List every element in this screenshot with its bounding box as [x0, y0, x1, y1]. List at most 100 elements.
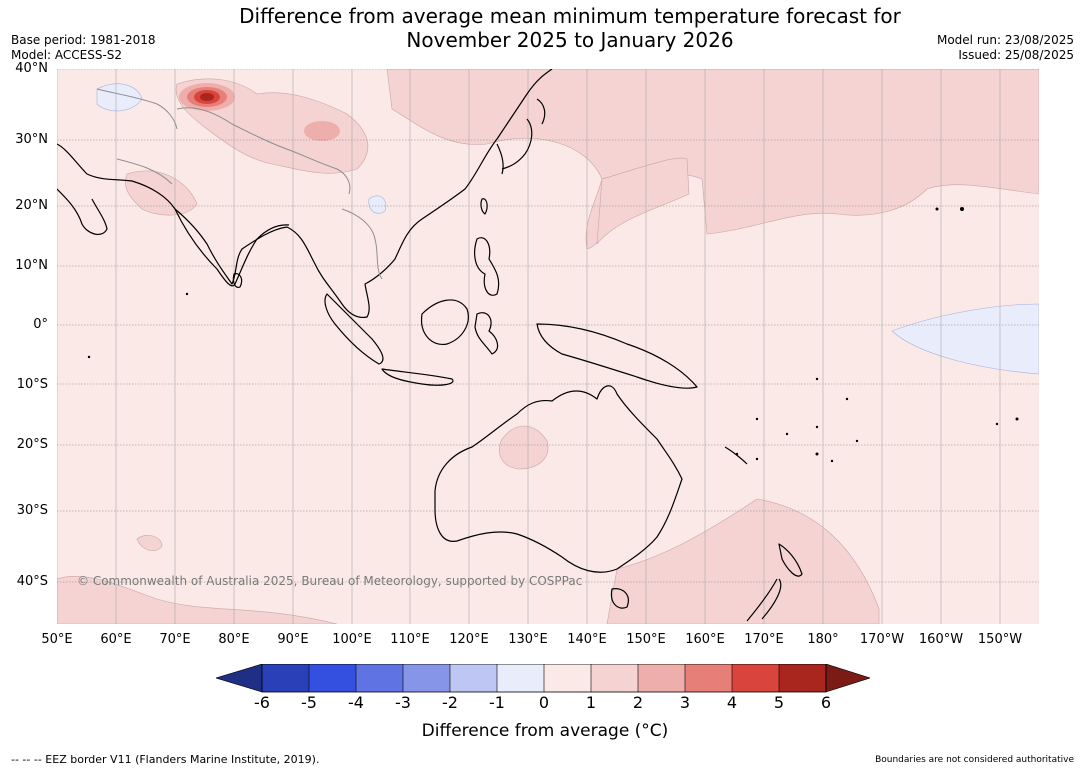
pacific-islands: [87, 207, 1019, 463]
lat-label-10n: 10°N: [15, 258, 48, 273]
meta-left: Base period: 1981-2018 Model: ACCESS-S2: [11, 33, 156, 63]
national-borders: [96, 88, 383, 280]
colorbar-bin-5-6: [779, 664, 826, 692]
coastlines: [57, 69, 803, 622]
coast-new-zealand-north: [778, 543, 803, 577]
map-svg: [57, 69, 1039, 624]
anomaly-region-central-pacific: [891, 303, 1039, 375]
colorbar-tick-6: 6: [820, 693, 832, 712]
lat-label-20s: 20°S: [16, 437, 48, 452]
colorbar-bin-0-1: [544, 664, 591, 692]
colorbar-tick-2: 2: [632, 693, 644, 712]
colorbar-extend-low: [214, 663, 263, 693]
lat-label-40n: 40°N: [15, 61, 48, 76]
anomaly-region-central-australia: [499, 425, 549, 470]
anomaly-neg1-0-regions: [96, 83, 1039, 375]
coast-arabian-peninsula: [57, 188, 108, 236]
coast-korea: [496, 143, 504, 175]
colorbar-tick-4: 4: [726, 693, 738, 712]
lat-label-40s: 40°S: [16, 574, 48, 589]
coast-sumatra: [324, 293, 384, 365]
coast-borneo: [420, 299, 469, 345]
lon-label-170e: 170°E: [744, 632, 784, 647]
meta-right: Model run: 23/08/2025 Issued: 25/08/2025: [937, 33, 1074, 63]
lat-label-30n: 30°N: [15, 132, 48, 147]
coast-new-guinea: [536, 323, 698, 389]
model-name: Model: ACCESS-S2: [11, 48, 123, 62]
lon-label-150e: 150°E: [626, 632, 666, 647]
border-india-china: [176, 107, 351, 195]
lat-label-10s: 10°S: [16, 377, 48, 392]
issued-date: Issued: 25/08/2025: [958, 48, 1074, 62]
anomaly-region-southwest: [57, 575, 338, 624]
anomaly-2-6-tibet: [179, 83, 340, 141]
anomaly-region-tasman: [606, 498, 880, 624]
coast-new-zealand-south: [746, 578, 782, 622]
lon-label-180: 180°: [807, 632, 839, 647]
anomaly-contour-qinghai: [304, 121, 340, 141]
lat-label-30s: 30°S: [16, 503, 48, 518]
lon-label-140e: 140°E: [567, 632, 607, 647]
coast-java: [381, 368, 454, 386]
colorbar-tick-0: 0: [538, 693, 550, 712]
lon-label-120e: 120°E: [449, 632, 489, 647]
border-pakistan: [116, 158, 173, 185]
colorbar-bin-neg1-0: [497, 664, 544, 692]
copyright-notice: © Commonwealth of Australia 2025, Bureau…: [77, 574, 583, 588]
colorbar-bin-2-3: [638, 664, 685, 692]
coast-sulawesi: [474, 312, 499, 355]
colorbar-tick-5: 5: [773, 693, 785, 712]
lon-label-150w: 150°W: [977, 632, 1023, 647]
colorbar-label: Difference from average (°C): [421, 721, 669, 741]
lon-label-130e: 130°E: [508, 632, 548, 647]
title-line-1: Difference from average mean minimum tem…: [239, 4, 901, 28]
map-title: Difference from average mean minimum tem…: [170, 4, 970, 52]
lon-label-80e: 80°E: [218, 632, 250, 647]
border-central-asia: [96, 88, 178, 130]
border-indochina: [341, 208, 383, 280]
colorbar-bin-neg3-neg2: [403, 664, 450, 692]
model-run: Model run: 23/08/2025: [936, 33, 1074, 47]
lon-label-100e: 100°E: [332, 632, 372, 647]
coast-tasmania: [610, 588, 629, 609]
colorbar-dividers: [308, 664, 780, 692]
colorbar-bin-4-5: [732, 664, 779, 692]
base-period: Base period: 1981-2018: [11, 33, 156, 47]
anomaly-region-indian-ocean-small: [136, 535, 163, 552]
lon-label-90e: 90°E: [277, 632, 309, 647]
colorbar-tick-neg1: -1: [489, 693, 505, 712]
lon-label-70e: 70°E: [159, 632, 191, 647]
anomaly-region-indochina: [368, 195, 387, 214]
colorbar-svg: [214, 663, 871, 693]
colorbar-tick-neg6: -6: [254, 693, 270, 712]
colorbar-tick-neg4: -4: [348, 693, 364, 712]
colorbar-bin-3-4: [685, 664, 732, 692]
lon-label-50e: 50°E: [41, 632, 73, 647]
lon-label-110e: 110°E: [390, 632, 430, 647]
colorbar-bin-neg2-neg1: [450, 664, 497, 692]
colorbar-tick-neg3: -3: [395, 693, 411, 712]
coast-japan: [501, 98, 546, 170]
colorbar-extend-high: [825, 663, 871, 693]
colorbar-bin-1-2: [591, 664, 638, 692]
colorbar-bin-neg6-neg5: [262, 664, 309, 692]
colorbar-tick-1: 1: [585, 693, 597, 712]
map-panel: [57, 69, 1039, 624]
title-line-2: November 2025 to January 2026: [406, 28, 734, 52]
colorbar-bin-neg5-neg4: [309, 664, 356, 692]
boundaries-note: Boundaries are not considered authoritat…: [875, 755, 1074, 765]
lon-label-170w: 170°W: [859, 632, 905, 647]
lat-label-20n: 20°N: [15, 198, 48, 213]
colorbar-tick-neg2: -2: [442, 693, 458, 712]
coast-sri-lanka: [232, 273, 243, 288]
colorbar-tick-neg5: -5: [301, 693, 317, 712]
lon-label-160e: 160°E: [685, 632, 725, 647]
coast-india: [174, 208, 290, 287]
anomaly-region-north-pacific-tongue: [596, 157, 690, 245]
colorbar-tick-3: 3: [679, 693, 691, 712]
eez-border-note: -- -- -- EEZ border V11 (Flanders Marine…: [11, 753, 320, 766]
lon-label-160w: 160°W: [918, 632, 964, 647]
lon-label-60e: 60°E: [100, 632, 132, 647]
lat-label-0: 0°: [33, 317, 48, 332]
colorbar: [214, 663, 871, 698]
